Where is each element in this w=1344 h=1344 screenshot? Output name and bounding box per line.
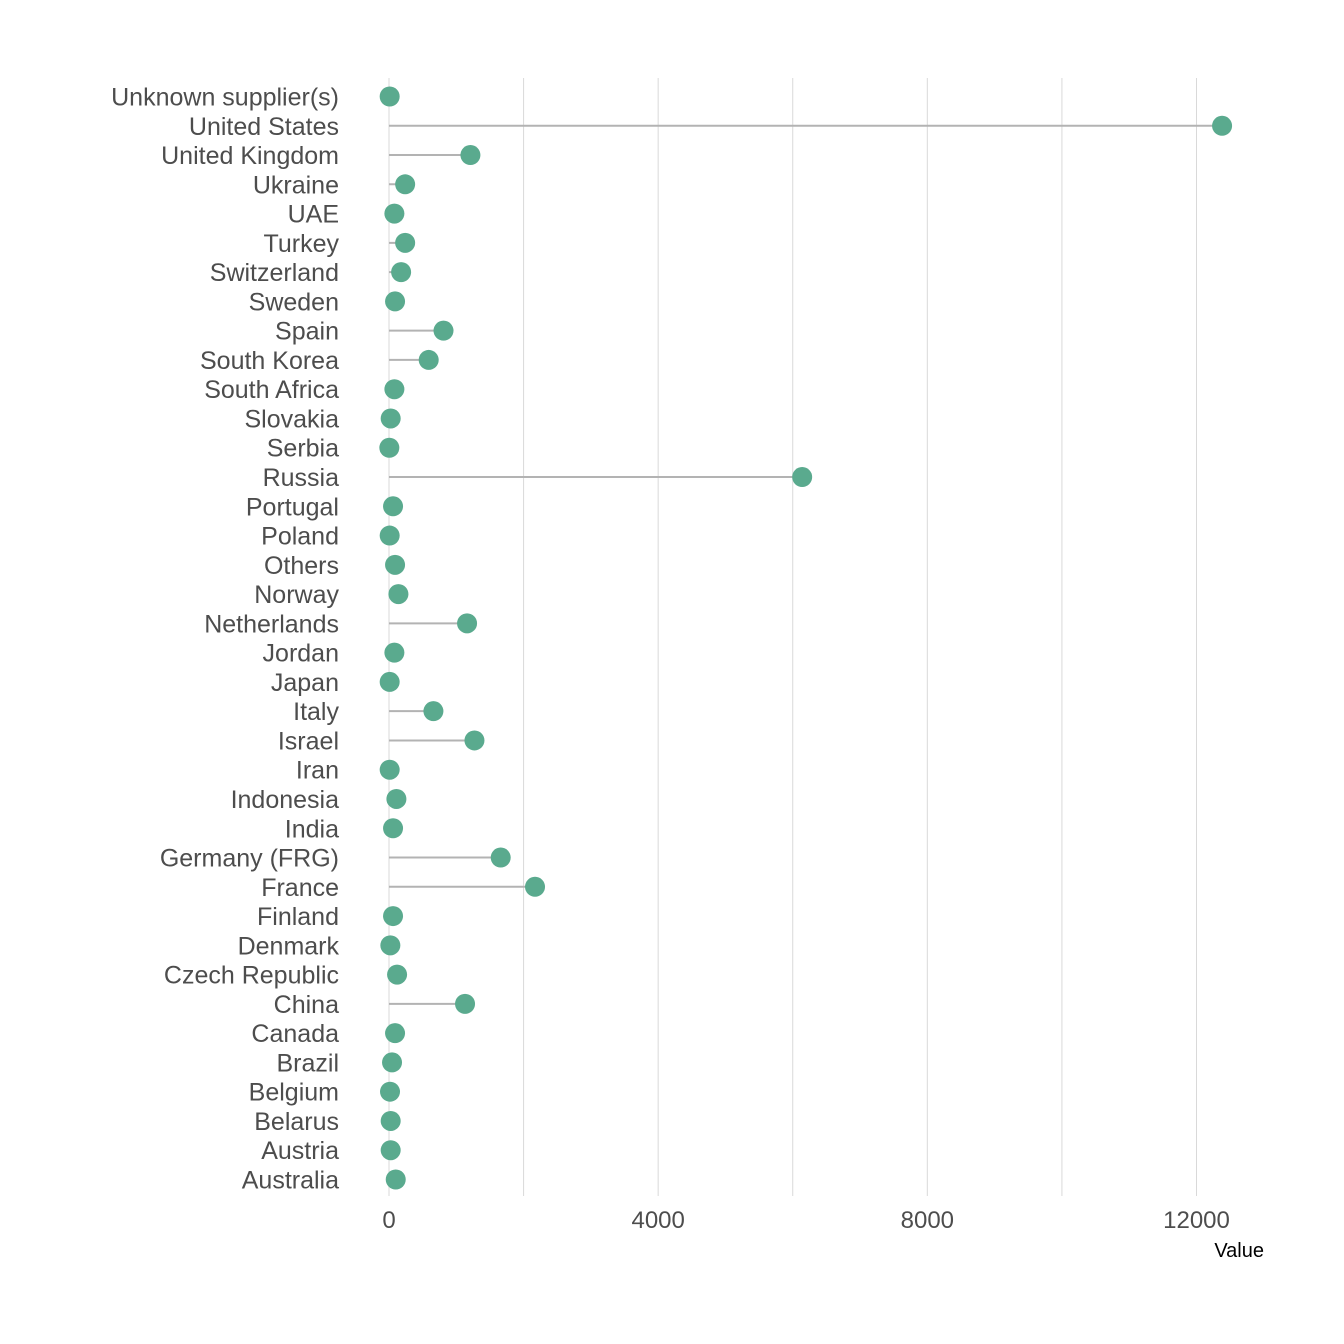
category-label-china: China bbox=[274, 991, 339, 1019]
point-italy bbox=[423, 701, 444, 722]
point-united-kingdom bbox=[460, 145, 481, 166]
point-netherlands bbox=[457, 613, 478, 634]
category-label-israel: Israel bbox=[278, 727, 339, 755]
point-israel bbox=[464, 730, 485, 751]
point-jordan bbox=[384, 642, 405, 663]
point-norway bbox=[388, 584, 409, 605]
point-belarus bbox=[380, 1110, 401, 1131]
category-label-india: India bbox=[285, 815, 339, 843]
point-portugal bbox=[383, 496, 404, 517]
x-tick-label-0: 0 bbox=[382, 1207, 395, 1234]
category-label-australia: Australia bbox=[242, 1167, 339, 1195]
point-czech-republic bbox=[387, 964, 408, 985]
point-others bbox=[385, 554, 406, 575]
category-label-portugal: Portugal bbox=[246, 493, 339, 521]
point-canada bbox=[385, 1023, 406, 1044]
stems bbox=[389, 95, 1223, 1181]
x-tick-label-4000: 4000 bbox=[631, 1207, 684, 1234]
category-label-italy: Italy bbox=[293, 698, 339, 726]
category-label-turkey: Turkey bbox=[264, 230, 340, 258]
category-label-belgium: Belgium bbox=[249, 1079, 339, 1107]
point-china bbox=[455, 993, 476, 1014]
point-sweden bbox=[385, 291, 406, 312]
x-axis-title: Value bbox=[1214, 1240, 1264, 1262]
category-label-indonesia: Indonesia bbox=[231, 786, 340, 814]
point-united-states bbox=[1212, 115, 1233, 136]
category-label-france: France bbox=[261, 874, 339, 902]
points bbox=[379, 86, 1233, 1190]
gridlines bbox=[388, 78, 1197, 1196]
point-austria bbox=[380, 1140, 401, 1161]
point-spain bbox=[433, 320, 454, 341]
point-indonesia bbox=[386, 788, 407, 809]
category-label-jordan: Jordan bbox=[263, 640, 339, 668]
point-japan bbox=[379, 671, 400, 692]
point-australia bbox=[385, 1169, 406, 1190]
category-label-others: Others bbox=[264, 552, 339, 580]
point-turkey bbox=[395, 232, 416, 253]
point-serbia bbox=[379, 437, 400, 458]
category-label-switzerland: Switzerland bbox=[210, 259, 339, 287]
category-label-germany-frg: Germany (FRG) bbox=[160, 845, 339, 873]
x-axis-ticks: 0 4000 8000 12000 bbox=[382, 1207, 1230, 1234]
point-belgium bbox=[380, 1081, 401, 1102]
category-label-spain: Spain bbox=[275, 318, 339, 346]
category-label-finland: Finland bbox=[257, 903, 339, 931]
point-india bbox=[383, 818, 404, 839]
point-ukraine bbox=[395, 174, 416, 195]
category-label-russia: Russia bbox=[263, 464, 340, 492]
category-label-ukraine: Ukraine bbox=[253, 171, 339, 199]
category-label-denmark: Denmark bbox=[238, 932, 340, 960]
point-unknown-supplier-s bbox=[379, 86, 400, 107]
category-label-iran: Iran bbox=[296, 757, 339, 785]
category-label-united-kingdom: United Kingdom bbox=[161, 142, 339, 170]
category-label-japan: Japan bbox=[271, 669, 339, 697]
category-label-serbia: Serbia bbox=[267, 435, 339, 463]
point-uae bbox=[384, 203, 405, 224]
category-label-brazil: Brazil bbox=[276, 1049, 339, 1077]
category-label-austria: Austria bbox=[261, 1137, 339, 1165]
category-label-czech-republic: Czech Republic bbox=[164, 962, 339, 990]
point-finland bbox=[383, 906, 404, 927]
category-label-poland: Poland bbox=[261, 523, 339, 551]
point-germany-frg bbox=[490, 847, 511, 868]
point-south-korea bbox=[418, 349, 439, 370]
point-denmark bbox=[380, 935, 401, 956]
x-tick-label-12000: 12000 bbox=[1163, 1207, 1230, 1234]
category-label-south-korea: South Korea bbox=[200, 347, 339, 375]
category-label-netherlands: Netherlands bbox=[204, 610, 339, 638]
point-france bbox=[525, 876, 546, 897]
point-poland bbox=[379, 525, 400, 546]
category-label-united-states: United States bbox=[189, 113, 339, 141]
point-slovakia bbox=[380, 408, 401, 429]
category-label-canada: Canada bbox=[251, 1020, 339, 1048]
point-russia bbox=[792, 467, 813, 488]
category-label-norway: Norway bbox=[254, 581, 339, 609]
category-label-unknown-supplier-s: Unknown supplier(s) bbox=[111, 84, 339, 112]
point-brazil bbox=[382, 1052, 403, 1073]
point-switzerland bbox=[391, 262, 412, 283]
point-south-africa bbox=[384, 379, 405, 400]
category-label-slovakia: Slovakia bbox=[245, 405, 340, 433]
x-tick-label-8000: 8000 bbox=[901, 1207, 954, 1234]
point-iran bbox=[379, 759, 400, 780]
category-label-south-africa: South Africa bbox=[204, 376, 339, 404]
category-label-uae: UAE bbox=[288, 201, 339, 229]
category-label-belarus: Belarus bbox=[254, 1108, 339, 1136]
category-label-sweden: Sweden bbox=[249, 288, 339, 316]
